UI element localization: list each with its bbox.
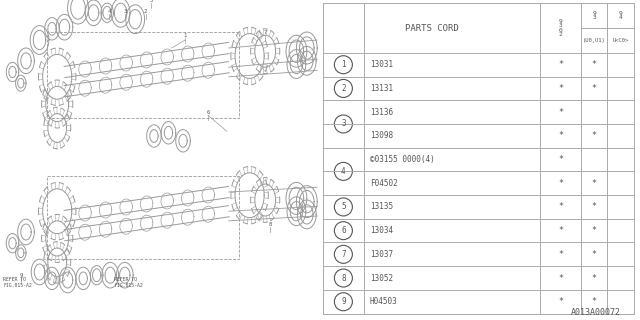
Text: 13136: 13136 [370,108,393,116]
Text: (U0,U1): (U0,U1) [582,38,605,43]
Text: PARTS CORD: PARTS CORD [405,24,459,33]
Text: *: * [591,274,596,283]
Text: *: * [591,131,596,140]
Text: 7: 7 [264,29,267,35]
Text: *: * [591,179,596,188]
Text: 2: 2 [341,84,346,93]
Text: *: * [558,108,563,116]
Text: 6: 6 [341,226,346,235]
Text: *: * [558,155,563,164]
Text: 6: 6 [206,109,210,115]
Text: *: * [591,226,596,235]
Text: H04503: H04503 [370,297,397,306]
Text: 13031: 13031 [370,60,393,69]
Text: 8: 8 [269,221,272,227]
Text: 5: 5 [341,203,346,212]
Text: *: * [558,203,563,212]
Text: 9
3: 9 3 [592,11,596,20]
Text: REFER TO
FIG.015-A2: REFER TO FIG.015-A2 [115,277,143,288]
Text: 13052: 13052 [370,274,393,283]
Text: *: * [558,226,563,235]
Text: 4: 4 [341,167,346,176]
Text: 7: 7 [341,250,346,259]
Text: *: * [591,84,596,93]
Text: 13034: 13034 [370,226,393,235]
Text: 13135: 13135 [370,203,393,212]
Text: *: * [558,250,563,259]
Text: U<C0>: U<C0> [612,38,628,43]
Text: 4: 4 [108,9,111,14]
Text: 1: 1 [341,60,346,69]
Text: 3: 3 [341,119,346,128]
Text: 9
4: 9 4 [618,11,622,20]
Text: *: * [558,60,563,69]
Text: *: * [558,297,563,306]
Text: 5: 5 [149,0,152,3]
Text: *: * [591,250,596,259]
Text: 3: 3 [123,9,127,14]
Text: 9
3
0
2: 9 3 0 2 [559,19,563,37]
Text: *: * [558,131,563,140]
Text: F04502: F04502 [370,179,397,188]
Text: 9: 9 [19,273,22,278]
Text: *: * [591,203,596,212]
Text: 8: 8 [341,274,346,283]
Text: *: * [558,274,563,283]
Text: *: * [558,84,563,93]
Text: *: * [558,179,563,188]
Text: 2: 2 [144,9,147,14]
Text: A013A00072: A013A00072 [571,308,621,317]
Text: ©03155 0000(4): ©03155 0000(4) [370,155,435,164]
Text: REFER TO
FIG.015-A2: REFER TO FIG.015-A2 [3,277,32,288]
Text: 13131: 13131 [370,84,393,93]
Text: 13098: 13098 [370,131,393,140]
Text: 13037: 13037 [370,250,393,259]
Text: 1: 1 [184,33,187,38]
Text: 9: 9 [341,297,346,306]
Text: *: * [591,297,596,306]
Text: *: * [591,60,596,69]
